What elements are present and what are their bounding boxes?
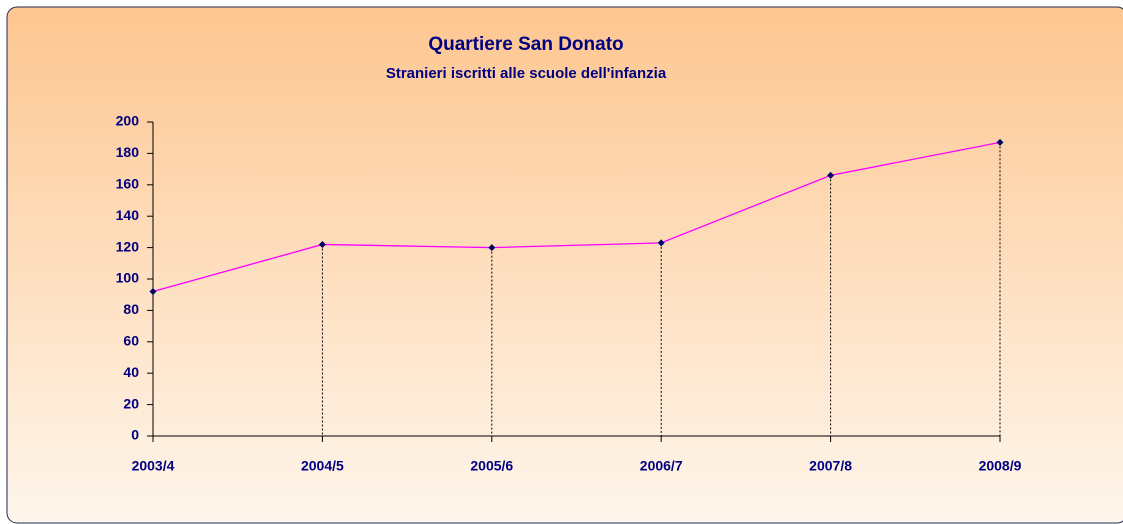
y-tick-label: 180 — [116, 144, 140, 160]
x-tick-label: 2007/8 — [809, 458, 852, 474]
x-tick-label: 2006/7 — [640, 458, 683, 474]
marker — [996, 138, 1004, 146]
x-tick-label: 2003/4 — [132, 458, 175, 474]
y-tick-label: 100 — [116, 270, 140, 286]
y-tick-label: 0 — [131, 427, 139, 443]
chart-subtitle: Stranieri iscritti alle scuole dell'infa… — [386, 65, 667, 82]
y-tick-label: 80 — [123, 301, 139, 317]
chart-title: Quartiere San Donato — [428, 34, 623, 55]
marker — [657, 239, 665, 247]
y-tick-label: 60 — [123, 333, 139, 349]
line — [152, 141, 1001, 293]
marker — [318, 240, 326, 248]
y-tick-label: 160 — [116, 176, 140, 192]
x-tick-label: 2005/6 — [470, 458, 513, 474]
chart-background — [6, 6, 1123, 524]
marker — [827, 171, 835, 179]
y-tick-label: 40 — [123, 364, 139, 380]
x-tick-label: 2004/5 — [301, 458, 344, 474]
y-tick-label: 120 — [116, 238, 140, 254]
marker — [149, 288, 157, 296]
y-tick-label: 20 — [123, 395, 139, 411]
y-tick-label: 140 — [116, 207, 140, 223]
x-tick-label: 2008/9 — [979, 458, 1022, 474]
marker — [488, 244, 496, 252]
y-tick-label: 200 — [116, 113, 140, 129]
